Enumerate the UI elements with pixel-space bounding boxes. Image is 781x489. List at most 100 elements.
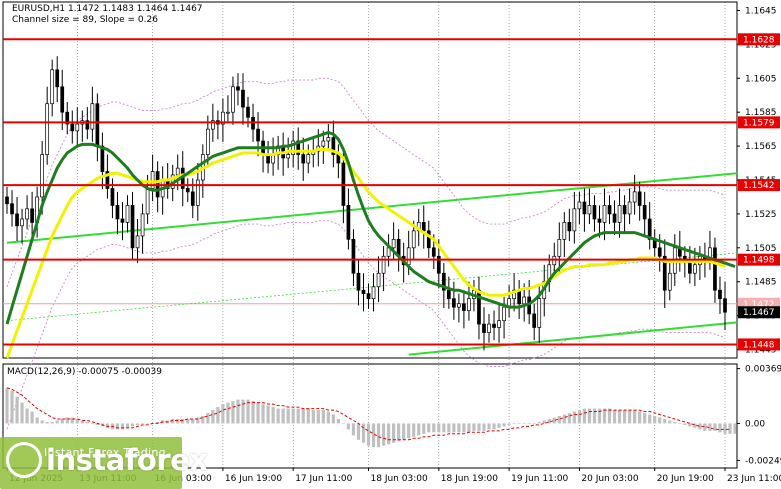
macd-histogram-bar <box>201 416 205 424</box>
candle-body <box>50 69 55 105</box>
price-axis-label: 1.1485 <box>745 278 777 288</box>
macd-histogram-bar <box>397 423 401 442</box>
level-price-tag <box>738 179 780 192</box>
candle-body <box>226 111 230 114</box>
candle-body <box>637 191 642 206</box>
macd-histogram-bar <box>502 423 506 427</box>
macd-histogram-bar <box>442 423 446 433</box>
level-price-label: 1.1542 <box>743 181 775 191</box>
macd-histogram-bar <box>437 423 441 433</box>
macd-histogram-bar <box>286 408 290 424</box>
macd-histogram-bar <box>30 411 34 424</box>
macd-histogram-bar <box>346 423 351 430</box>
macd-histogram-bar <box>125 423 130 428</box>
candle-body <box>642 205 647 220</box>
candle-body <box>713 247 717 291</box>
level-price-tag <box>738 33 780 46</box>
macd-histogram-bar <box>105 423 110 428</box>
candle-body <box>20 218 24 227</box>
faint-level-label: 1.1472 <box>743 300 775 310</box>
macd-histogram-bar <box>643 413 647 424</box>
macd-histogram-bar <box>256 402 260 424</box>
candle-body <box>221 111 225 125</box>
level-price-tag <box>738 116 780 129</box>
macd-histogram-bar <box>85 421 89 424</box>
candle-body <box>582 201 587 215</box>
candle-body <box>622 205 627 215</box>
macd-histogram-bar <box>281 408 285 424</box>
macd-histogram-bar <box>356 423 361 440</box>
macd-histogram-bar <box>226 402 230 424</box>
candle-body <box>25 208 29 220</box>
candle-body <box>326 137 331 142</box>
candle-body <box>346 205 351 240</box>
price-axis-label: 1.1605 <box>745 74 777 84</box>
macd-histogram-bar <box>497 423 501 428</box>
current-price-tag <box>738 306 780 319</box>
candle-body <box>10 203 14 215</box>
macd-histogram-bar <box>582 408 587 424</box>
macd-histogram-bar <box>60 418 64 424</box>
candle-body <box>321 140 326 147</box>
chart-header: EURUSD,H1 1.1472 1.1483 1.1464 1.1467 Ch… <box>12 4 203 26</box>
candle-body <box>246 106 250 118</box>
time-axis-label: 16 Jun 19:00 <box>225 474 282 484</box>
macd-histogram-bar <box>70 417 74 424</box>
macd-histogram-bar <box>366 423 371 446</box>
candle-body <box>231 86 235 113</box>
candle-body <box>406 247 411 266</box>
macd-histogram-bar <box>145 423 150 425</box>
candle-body <box>130 205 135 249</box>
candle-body <box>632 191 637 203</box>
level-price-label: 1.1628 <box>743 35 775 45</box>
macd-histogram-bar <box>392 423 396 443</box>
macd-histogram-bar <box>206 413 210 424</box>
macd-histogram-bar <box>562 414 566 424</box>
candle-body <box>557 238 562 257</box>
candle-body <box>487 323 491 333</box>
macd-histogram-bar <box>547 418 551 424</box>
macd-histogram-bar <box>452 423 456 433</box>
current-price-label: 1.1467 <box>743 308 775 318</box>
candle-body <box>381 255 386 274</box>
candle-body <box>602 205 607 223</box>
candle-body <box>572 208 577 232</box>
candle-body <box>421 222 426 232</box>
macd-histogram-bar <box>130 423 135 427</box>
macd-histogram-bar <box>577 410 581 424</box>
macd-histogram-bar <box>733 423 737 434</box>
macd-histogram-bar <box>617 410 622 424</box>
time-axis-label: 16 Jun 03:00 <box>155 474 212 484</box>
macd-histogram-bar <box>532 423 536 425</box>
macd-histogram-bar <box>432 423 436 433</box>
macd-histogram-bar <box>407 423 411 439</box>
macd-histogram-bar <box>648 414 652 424</box>
candle-body <box>376 272 381 288</box>
macd-histogram-bar <box>628 410 632 424</box>
candle-body <box>185 188 190 193</box>
macd-histogram-bar <box>607 408 612 424</box>
level-price-tag <box>738 338 780 351</box>
macd-histogram-bar <box>341 423 346 425</box>
instaforex-logo-icon <box>6 442 42 478</box>
macd-histogram-bar <box>402 423 406 440</box>
macd-histogram-bar <box>381 423 386 446</box>
candle-body <box>65 111 70 125</box>
macd-histogram-bar <box>331 414 335 424</box>
macd-histogram-bar <box>171 418 175 424</box>
price-axis-label: 1.1645 <box>745 6 777 16</box>
macd-histogram-bar <box>457 423 461 433</box>
candle-body <box>492 323 496 328</box>
macd-histogram-bar <box>542 420 546 424</box>
macd-histogram-bar <box>301 408 305 424</box>
macd-axis-label: -0.00249 <box>745 456 781 466</box>
macd-histogram-bar <box>487 423 491 430</box>
candle-body <box>351 238 356 274</box>
candle-body <box>85 120 90 130</box>
macd-histogram-bar <box>311 410 315 424</box>
candle-body <box>190 191 195 206</box>
candle-body <box>205 128 210 155</box>
macd-histogram-bar <box>196 417 200 424</box>
